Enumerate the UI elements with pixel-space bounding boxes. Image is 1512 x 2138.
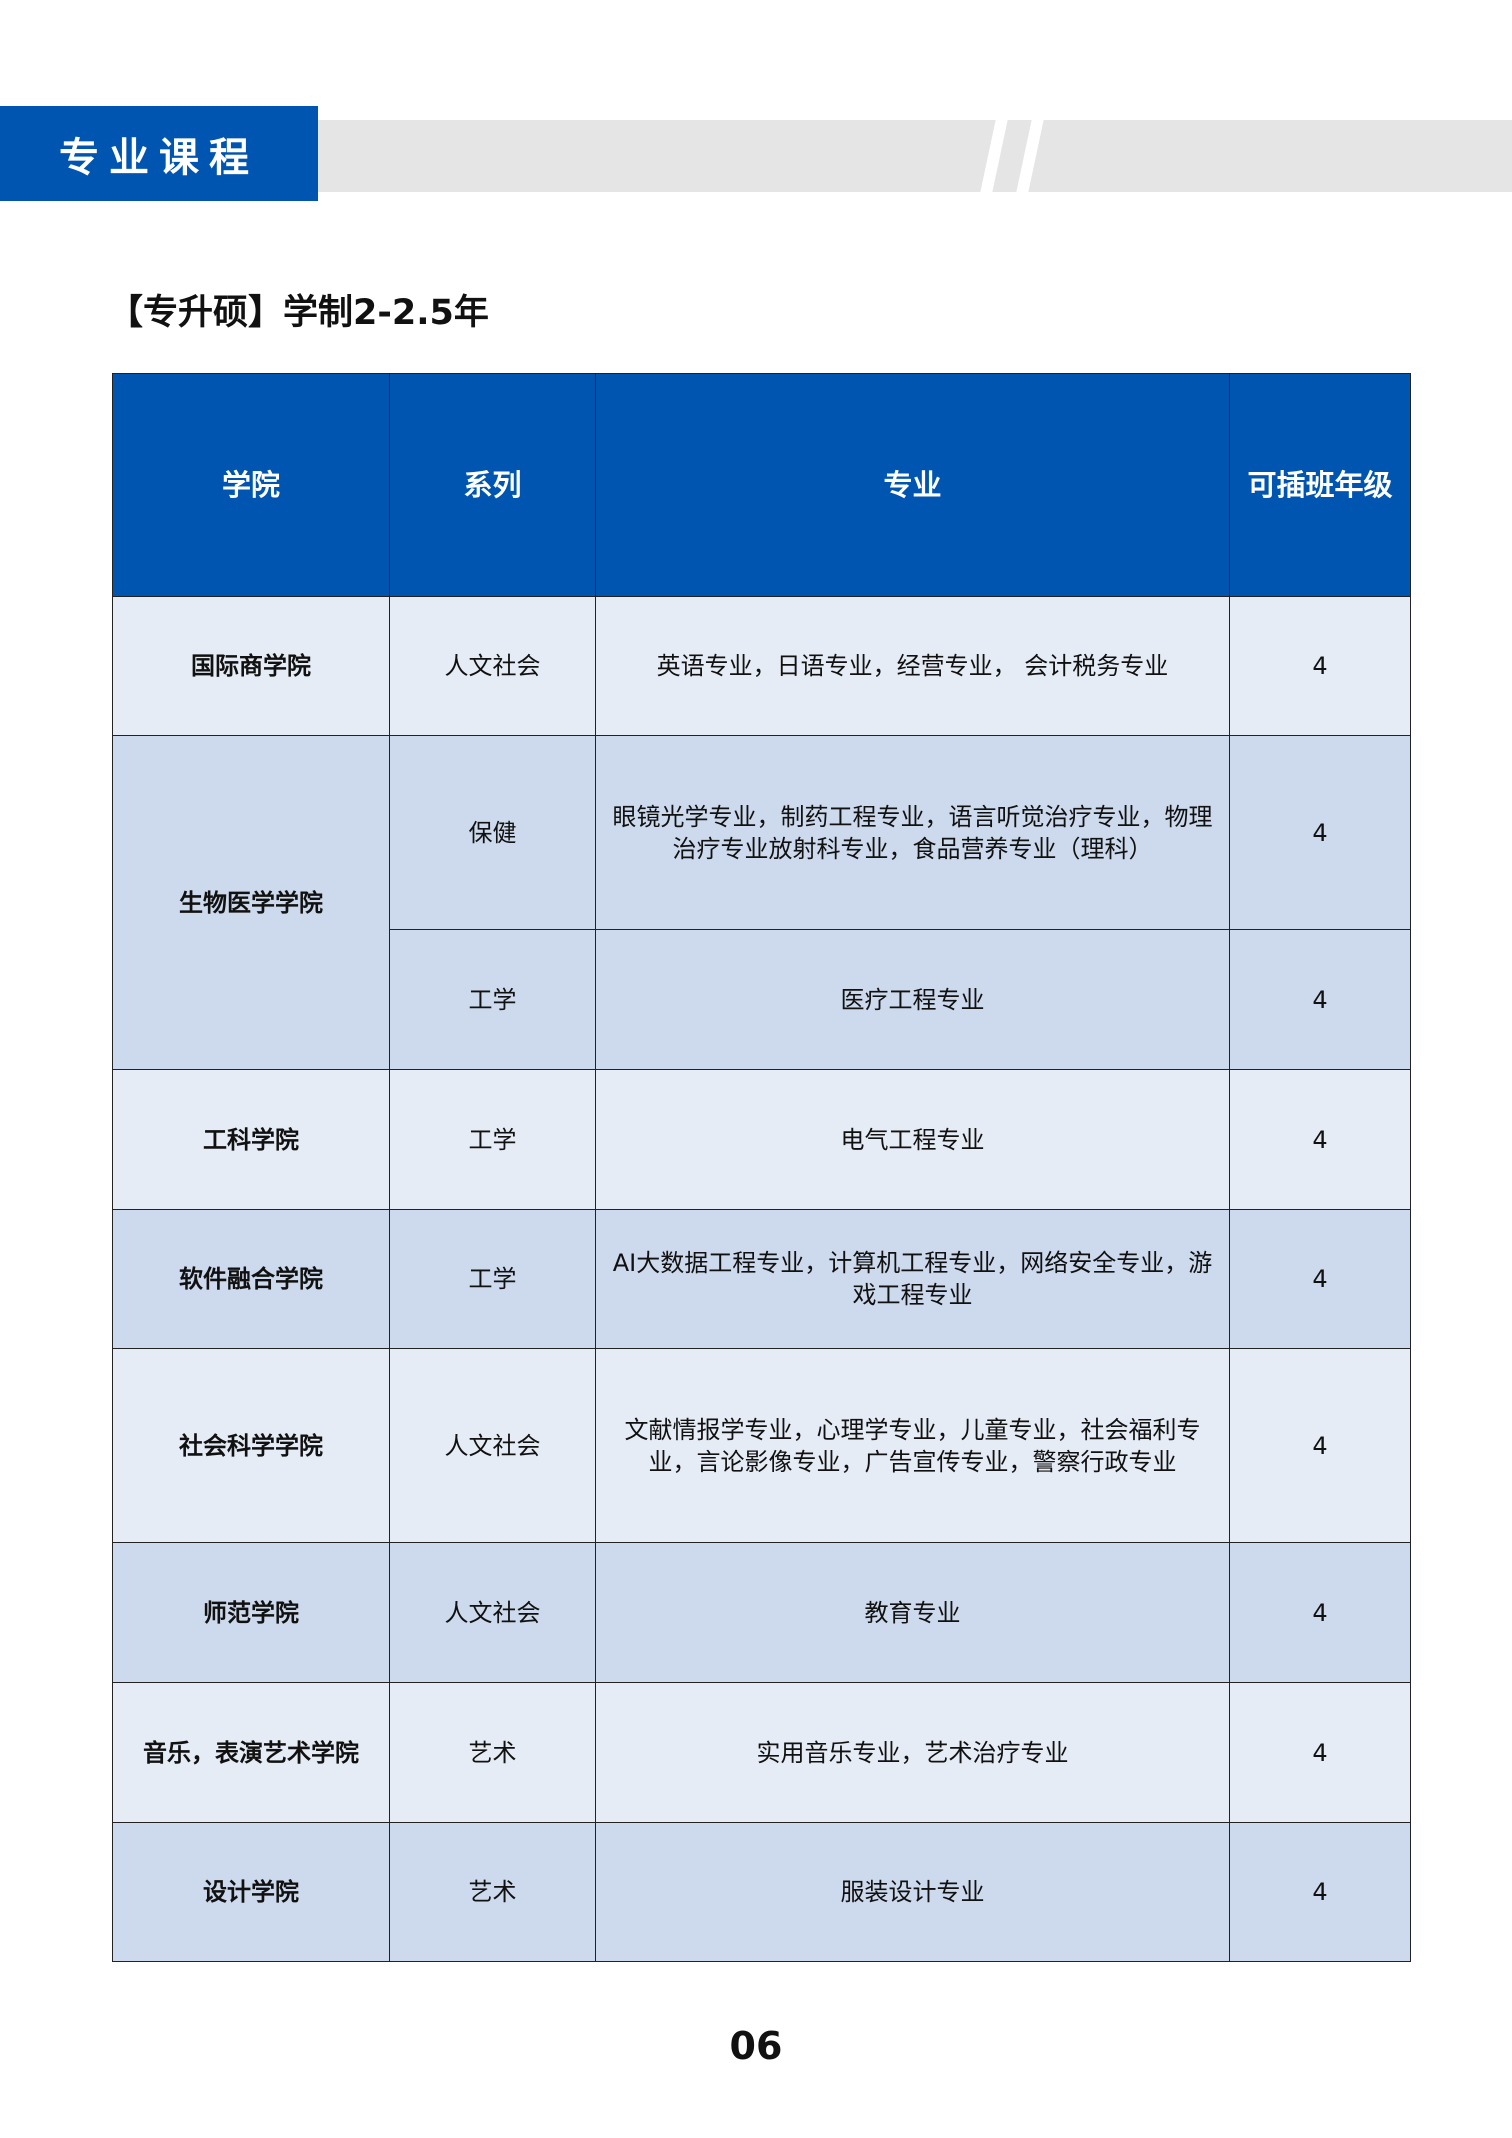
series-cell: 工学 [389, 929, 596, 1070]
series-cell: 艺术 [389, 1682, 596, 1823]
column-header-college: 学院 [112, 373, 390, 597]
column-header-grade: 可插班年级 [1229, 373, 1411, 597]
series-cell: 工学 [389, 1209, 596, 1349]
section-title: 专业课程 [0, 106, 318, 201]
table-row: 生物医学学院 保健 眼镜光学专业，制药工程专业，语言听觉治疗专业，物理治疗专业放射科… [112, 735, 1411, 1070]
college-cell: 音乐，表演艺术学院 [112, 1682, 390, 1823]
grade-cell: 4 [1229, 735, 1411, 930]
grade-cell: 4 [1229, 1069, 1411, 1210]
table-row: 社会科学学院 人文社会 文献情报学专业，心理学专业，儿童专业，社会福利专业，言论影像… [112, 1348, 1411, 1543]
series-cell: 人文社会 [389, 596, 596, 736]
column-header-major: 专业 [595, 373, 1230, 597]
page-number: 06 [729, 2024, 783, 2068]
college-cell: 生物医学学院 [112, 735, 390, 1070]
table-row: 音乐，表演艺术学院 艺术 实用音乐专业，艺术治疗专业 4 [112, 1682, 1411, 1823]
majors-cell: 英语专业，日语专业，经营专业， 会计税务专业 [595, 596, 1230, 736]
grade-cell: 4 [1229, 596, 1411, 736]
series-cell: 人文社会 [389, 1348, 596, 1543]
majors-cell: 实用音乐专业，艺术治疗专业 [595, 1682, 1230, 1823]
grade-cell: 4 [1229, 929, 1411, 1070]
table-row: 师范学院 人文社会 教育专业 4 [112, 1542, 1411, 1683]
grade-cell: 4 [1229, 1542, 1411, 1683]
majors-cell: 眼镜光学专业，制药工程专业，语言听觉治疗专业，物理治疗专业放射科专业，食品营养专… [595, 735, 1230, 930]
table-row: 软件融合学院 工学 AI大数据工程专业，计算机工程专业，网络安全专业，游戏工程专业 4 [112, 1209, 1411, 1349]
table-row: 设计学院 艺术 服装设计专业 4 [112, 1822, 1411, 1962]
college-cell: 国际商学院 [112, 596, 390, 736]
grade-cell: 4 [1229, 1682, 1411, 1823]
series-cell: 工学 [389, 1069, 596, 1210]
majors-cell: 文献情报学专业，心理学专业，儿童专业，社会福利专业，言论影像专业，广告宣传专业，… [595, 1348, 1230, 1543]
majors-cell: 医疗工程专业 [595, 929, 1230, 1070]
series-cell: 艺术 [389, 1822, 596, 1962]
table-row: 工科学院 工学 电气工程专业 4 [112, 1069, 1411, 1210]
grade-cell: 4 [1229, 1209, 1411, 1349]
college-cell: 软件融合学院 [112, 1209, 390, 1349]
majors-table: 学院 系列 专业 可插班年级 国际商学院 人文社会 英语专业，日语专业，经营专业， … [112, 373, 1411, 1962]
series-cell: 保健 [389, 735, 596, 930]
college-cell: 工科学院 [112, 1069, 390, 1210]
program-subtitle: 【专升硕】学制2-2.5年 [108, 293, 489, 333]
college-cell: 社会科学学院 [112, 1348, 390, 1543]
table-row: 工学 医疗工程专业 4 [113, 929, 1411, 1070]
college-cell: 师范学院 [112, 1542, 390, 1683]
table-header-row: 学院 系列 专业 可插班年级 [112, 373, 1411, 597]
table-row: 国际商学院 人文社会 英语专业，日语专业，经营专业， 会计税务专业 4 [112, 596, 1411, 736]
header-grey-band [318, 120, 1512, 192]
column-header-series: 系列 [389, 373, 596, 597]
college-cell: 设计学院 [112, 1822, 390, 1962]
series-cell: 人文社会 [389, 1542, 596, 1683]
majors-cell: 教育专业 [595, 1542, 1230, 1683]
majors-cell: AI大数据工程专业，计算机工程专业，网络安全专业，游戏工程专业 [595, 1209, 1230, 1349]
grade-cell: 4 [1229, 1348, 1411, 1543]
grade-cell: 4 [1229, 1822, 1411, 1962]
majors-cell: 服装设计专业 [595, 1822, 1230, 1962]
majors-cell: 电气工程专业 [595, 1069, 1230, 1210]
